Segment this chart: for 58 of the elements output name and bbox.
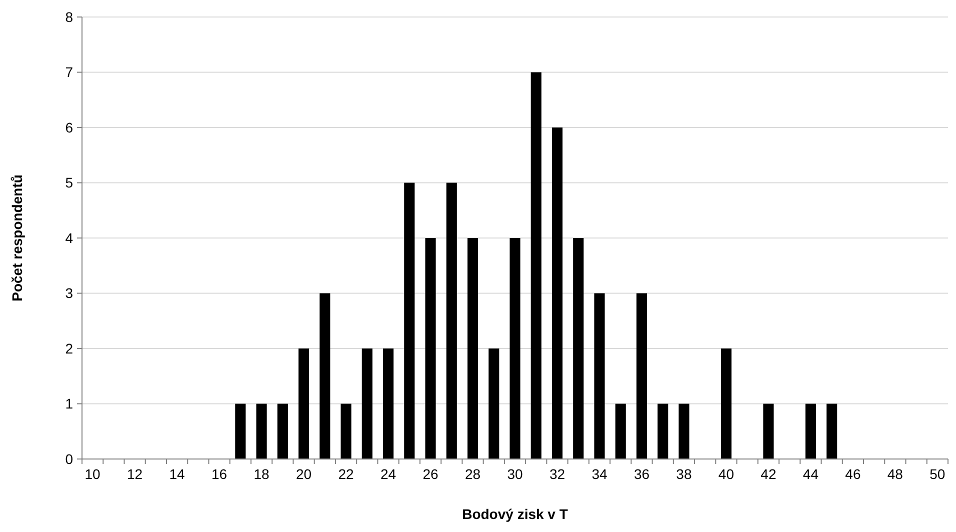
y-tick-label: 5 bbox=[65, 174, 74, 191]
x-tick-label: 50 bbox=[930, 466, 946, 482]
x-tick-label: 48 bbox=[887, 466, 904, 482]
x-axis-title: Bodový zisk v T bbox=[462, 506, 568, 522]
bar bbox=[446, 182, 457, 459]
x-tick-label: 34 bbox=[592, 466, 608, 482]
x-tick-label: 22 bbox=[338, 466, 354, 482]
bar bbox=[658, 404, 668, 459]
x-tick-label: 24 bbox=[380, 466, 396, 482]
x-tick-label: 18 bbox=[254, 466, 270, 482]
y-axis-title: Počet respondentů bbox=[9, 174, 25, 302]
bar bbox=[320, 293, 330, 459]
bar bbox=[763, 404, 774, 459]
x-tick-label: 36 bbox=[634, 466, 650, 482]
y-tick-label: 6 bbox=[65, 119, 74, 136]
bar bbox=[552, 128, 563, 459]
x-tick-label: 16 bbox=[212, 466, 228, 482]
y-tick-label: 3 bbox=[65, 285, 74, 302]
x-tick-label: 26 bbox=[422, 466, 439, 482]
bar bbox=[340, 404, 352, 459]
x-tick-label: 38 bbox=[676, 466, 692, 482]
x-tick-label: 20 bbox=[296, 466, 312, 482]
bar bbox=[382, 348, 394, 459]
y-tick-label: 7 bbox=[65, 64, 74, 80]
x-tick-label: 10 bbox=[84, 466, 101, 482]
x-tick-label: 30 bbox=[507, 466, 523, 482]
x-tick-label: 44 bbox=[802, 466, 819, 482]
y-tick-label: 4 bbox=[65, 230, 74, 246]
bar bbox=[362, 348, 372, 459]
bar bbox=[256, 404, 267, 459]
bar bbox=[235, 404, 246, 459]
x-tick-label: 28 bbox=[464, 466, 481, 482]
x-tick-label: 42 bbox=[760, 466, 776, 482]
bar bbox=[298, 348, 310, 459]
bar bbox=[404, 182, 415, 459]
bar bbox=[720, 348, 732, 459]
x-tick-label: 40 bbox=[718, 466, 734, 482]
y-tick-label: 1 bbox=[65, 396, 74, 412]
x-tick-label: 46 bbox=[845, 466, 861, 482]
bar bbox=[277, 404, 288, 459]
bar bbox=[425, 238, 436, 459]
x-tick-label: 12 bbox=[127, 466, 143, 482]
y-tick-label: 0 bbox=[65, 450, 74, 467]
bar bbox=[805, 404, 816, 459]
bar bbox=[530, 72, 542, 459]
bar bbox=[488, 348, 500, 459]
bar bbox=[678, 404, 690, 459]
bar bbox=[636, 293, 648, 459]
bar bbox=[467, 238, 478, 459]
x-tick-label: 14 bbox=[169, 466, 186, 482]
bar bbox=[573, 238, 584, 459]
bar bbox=[615, 404, 626, 459]
bar bbox=[510, 238, 520, 459]
y-tick-label: 2 bbox=[65, 340, 74, 356]
x-tick-label: 32 bbox=[549, 466, 566, 482]
bar bbox=[594, 293, 605, 459]
y-tick-label: 8 bbox=[65, 8, 74, 25]
bar bbox=[826, 404, 838, 459]
